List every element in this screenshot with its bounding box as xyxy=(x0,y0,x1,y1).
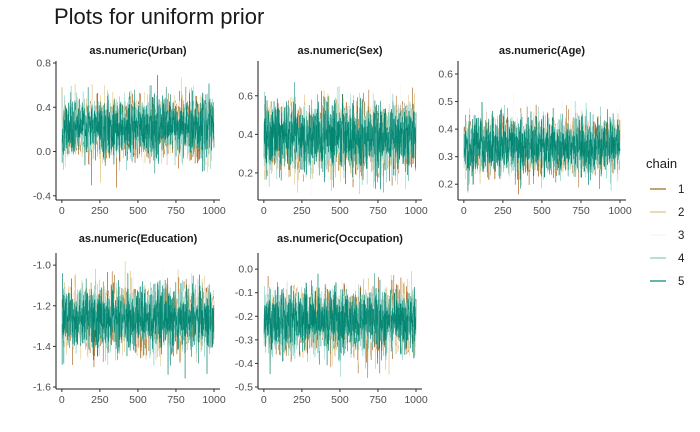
legend-item-chain-2: 2 xyxy=(650,207,684,219)
x-tick-label: 1000 xyxy=(608,205,632,217)
y-tick-label: -1.6 xyxy=(33,382,51,394)
y-tick-label: 0.4 xyxy=(438,124,453,136)
x-tick-label: 1000 xyxy=(404,394,428,406)
legend-label: 1 xyxy=(678,184,684,196)
y-tick-label: -0.3 xyxy=(235,334,253,346)
x-tick-label: 750 xyxy=(572,205,590,217)
legend-item-chain-5: 5 xyxy=(650,276,684,288)
x-tick-label: 0 xyxy=(261,205,267,217)
legend-label: 3 xyxy=(678,230,684,242)
trace-lines xyxy=(61,261,215,379)
legend-item-chain-1: 1 xyxy=(650,184,684,196)
y-tick-label: -1.4 xyxy=(33,341,51,353)
chain-5-trace xyxy=(61,272,215,379)
legend-title: chain xyxy=(646,156,677,171)
y-tick-label: 0.2 xyxy=(238,167,253,179)
x-tick-label: 500 xyxy=(129,394,147,406)
legend-label: 5 xyxy=(678,276,684,288)
x-tick-label: 250 xyxy=(293,205,311,217)
legend-label: 2 xyxy=(678,207,684,219)
trace-lines xyxy=(61,75,215,188)
x-tick-label: 250 xyxy=(494,205,512,217)
y-tick-label: 0.6 xyxy=(438,69,453,81)
y-tick-label: 0.4 xyxy=(238,129,253,141)
x-tick-label: 750 xyxy=(167,205,185,217)
x-tick-label: 0 xyxy=(59,205,65,217)
trace-lines xyxy=(263,82,417,196)
panel-title: as.numeric(Urban) xyxy=(89,45,187,57)
x-tick-label: 0 xyxy=(59,394,65,406)
y-tick-label: -0.2 xyxy=(235,311,253,323)
x-tick-label: 1000 xyxy=(202,205,226,217)
y-tick-label: 0.0 xyxy=(238,264,253,276)
y-tick-label: -1.0 xyxy=(33,260,51,272)
chain-5-trace xyxy=(263,273,417,378)
x-tick-label: 250 xyxy=(91,394,109,406)
x-tick-label: 500 xyxy=(331,205,349,217)
legend-label: 4 xyxy=(678,253,685,265)
x-tick-label: 500 xyxy=(129,205,147,217)
x-tick-label: 250 xyxy=(293,394,311,406)
trace-panels: as.numeric(Urban) -0.4 0.0 0.4 0.8 0 250 500 750… xyxy=(33,45,632,406)
x-tick-label: 0 xyxy=(261,394,267,406)
y-tick-label: 0.5 xyxy=(438,96,453,108)
panel-title: as.numeric(Sex) xyxy=(298,45,383,57)
y-tick-label: -1.2 xyxy=(33,300,51,312)
chain-5-trace xyxy=(61,75,215,174)
x-tick-label: 250 xyxy=(91,205,109,217)
y-tick-label: 0.3 xyxy=(438,151,453,163)
y-tick-label: -0.5 xyxy=(235,382,253,394)
trace-panel-5: as.numeric(Occupation) -0.5 -0.4 -0.3 -0.2 -0… xyxy=(235,233,428,406)
figure-title: Plots for uniform prior xyxy=(54,4,265,29)
legend-item-chain-3: 3 xyxy=(650,230,684,242)
y-tick-label: 0.4 xyxy=(36,102,51,114)
x-tick-label: 1000 xyxy=(404,205,428,217)
x-tick-label: 750 xyxy=(369,394,387,406)
trace-lines xyxy=(463,93,621,195)
trace-panel-1: as.numeric(Urban) -0.4 0.0 0.4 0.8 0 250 500 750… xyxy=(33,45,226,217)
panel-title: as.numeric(Education) xyxy=(79,233,198,245)
trace-panel-4: as.numeric(Education) -1.6 -1.4 -1.2 -1.0 0 25… xyxy=(33,233,226,406)
y-tick-label: 0.2 xyxy=(438,179,453,191)
trace-lines xyxy=(263,271,417,378)
x-tick-label: 0 xyxy=(461,205,467,217)
x-tick-label: 750 xyxy=(167,394,185,406)
y-tick-label: 0.8 xyxy=(36,58,51,70)
panel-title: as.numeric(Occupation) xyxy=(277,233,403,245)
chain-5-trace xyxy=(263,82,417,190)
y-tick-label: 0.6 xyxy=(238,90,253,102)
x-tick-label: 500 xyxy=(533,205,551,217)
x-tick-label: 500 xyxy=(331,394,349,406)
y-tick-label: 0.0 xyxy=(36,146,51,158)
x-tick-label: 750 xyxy=(369,205,387,217)
trace-panel-3: as.numeric(Age) 0.2 0.3 0.4 0.5 0.6 0 250 500 750… xyxy=(438,45,631,217)
x-tick-label: 1000 xyxy=(202,394,226,406)
y-tick-label: -0.4 xyxy=(33,190,51,202)
chain-legend: chain 1 2 3 4 5 xyxy=(646,156,685,288)
legend-item-chain-4: 4 xyxy=(650,253,685,265)
y-tick-label: -0.4 xyxy=(235,358,253,370)
panel-title: as.numeric(Age) xyxy=(499,45,586,57)
y-tick-label: -0.1 xyxy=(235,287,253,299)
chain-5-trace xyxy=(463,102,621,191)
trace-panel-2: as.numeric(Sex) 0.2 0.4 0.6 0 250 500 750 1000 xyxy=(238,45,427,217)
